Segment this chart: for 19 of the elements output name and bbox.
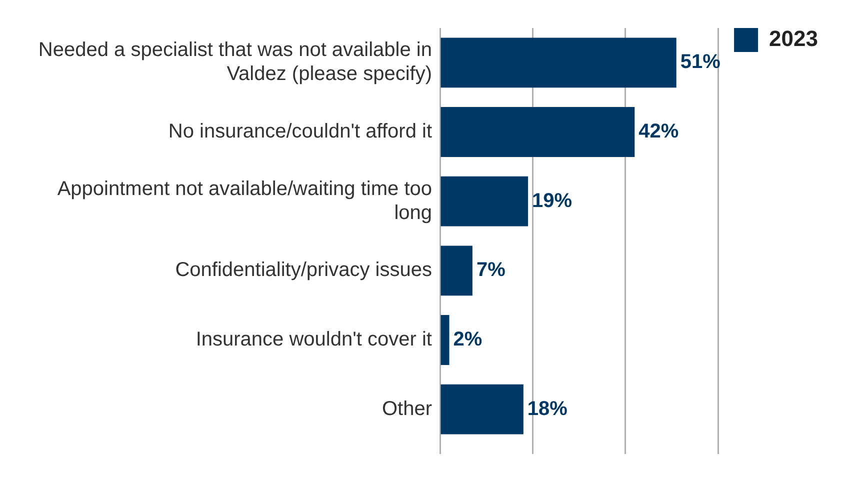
- bar: [440, 384, 524, 434]
- bar: [440, 107, 635, 157]
- y-tick-label: Appointment not available/waiting time too long: [57, 178, 432, 224]
- data-label: 42%: [638, 120, 679, 143]
- data-label: 19%: [532, 190, 572, 212]
- data-label: 18%: [527, 398, 568, 420]
- y-tick-label: No insurance/couldn't afford it: [168, 120, 432, 143]
- data-label: 2%: [453, 328, 482, 351]
- y-tick-label: Insurance wouldn't cover it: [196, 328, 432, 351]
- bar: [440, 246, 472, 296]
- data-label: 7%: [476, 259, 506, 282]
- bar: [440, 176, 528, 226]
- y-tick-label: Confidentiality/privacy issues: [175, 259, 432, 282]
- y-tick-label: Other: [382, 398, 432, 420]
- y-tick-label: Needed a specialist that was not available in Valdez (please specify): [38, 39, 432, 86]
- bar: [440, 315, 450, 365]
- legend-label: 2023: [769, 26, 818, 52]
- data-label: 51%: [680, 51, 721, 74]
- bar: [440, 38, 676, 88]
